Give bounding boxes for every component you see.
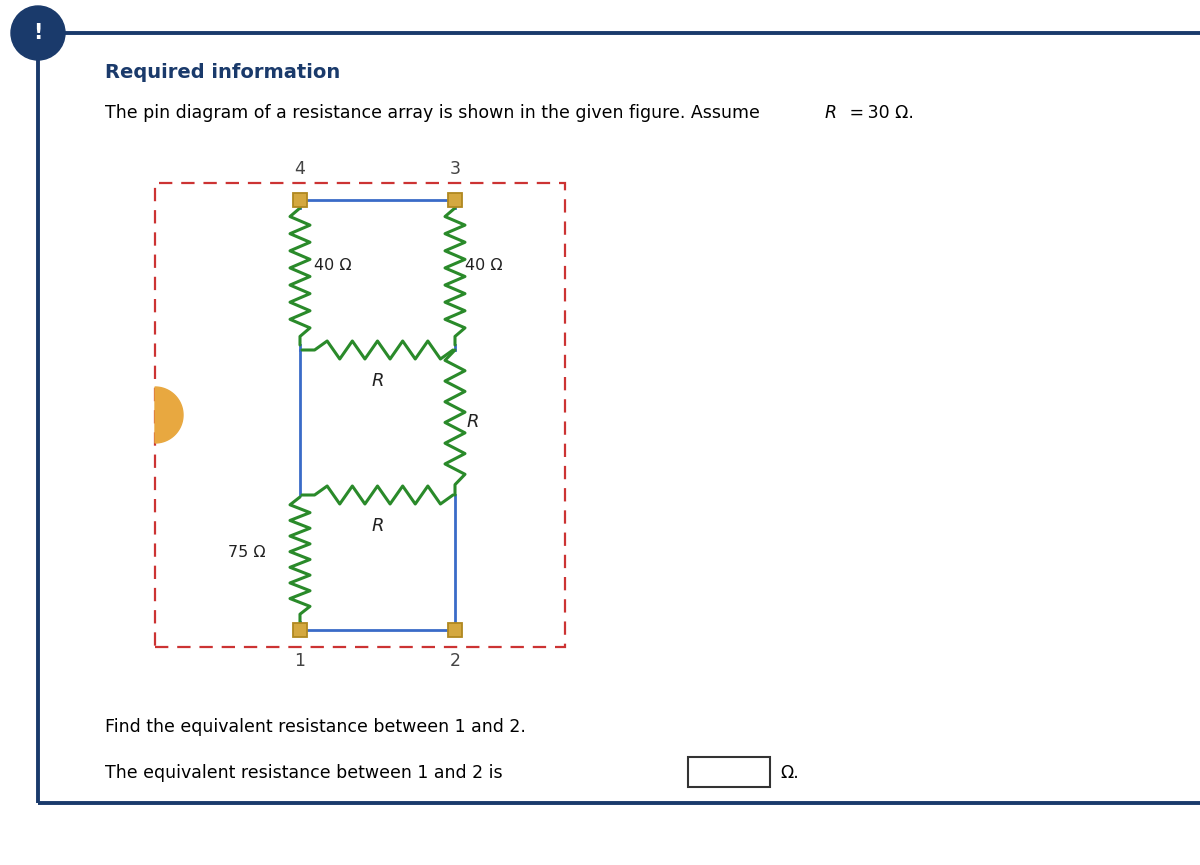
Text: 3: 3 bbox=[450, 160, 461, 178]
Bar bbox=[448, 193, 462, 207]
Text: = 30 Ω.: = 30 Ω. bbox=[846, 104, 914, 122]
Bar bbox=[293, 623, 307, 637]
Text: 40 Ω: 40 Ω bbox=[464, 258, 503, 272]
Bar bbox=[448, 623, 462, 637]
Bar bbox=[293, 193, 307, 207]
Text: 1: 1 bbox=[294, 652, 306, 670]
Text: R: R bbox=[826, 104, 838, 122]
Text: Ω.: Ω. bbox=[780, 764, 799, 782]
Text: 2: 2 bbox=[450, 652, 461, 670]
Bar bbox=[688, 757, 770, 787]
Bar bbox=[155, 183, 565, 647]
Text: R: R bbox=[371, 372, 384, 390]
Text: Find the equivalent resistance between 1 and 2.: Find the equivalent resistance between 1… bbox=[106, 718, 526, 736]
Polygon shape bbox=[155, 387, 182, 443]
Text: !: ! bbox=[34, 23, 43, 43]
Text: 40 Ω: 40 Ω bbox=[314, 258, 352, 272]
Text: Required information: Required information bbox=[106, 63, 341, 82]
Text: The equivalent resistance between 1 and 2 is: The equivalent resistance between 1 and … bbox=[106, 764, 503, 782]
Text: The pin diagram of a resistance array is shown in the given figure. Assume: The pin diagram of a resistance array is… bbox=[106, 104, 766, 122]
Text: R: R bbox=[371, 517, 384, 535]
Circle shape bbox=[11, 6, 65, 60]
Text: 75 Ω: 75 Ω bbox=[228, 545, 265, 560]
Text: 4: 4 bbox=[294, 160, 306, 178]
Text: R: R bbox=[467, 413, 480, 432]
